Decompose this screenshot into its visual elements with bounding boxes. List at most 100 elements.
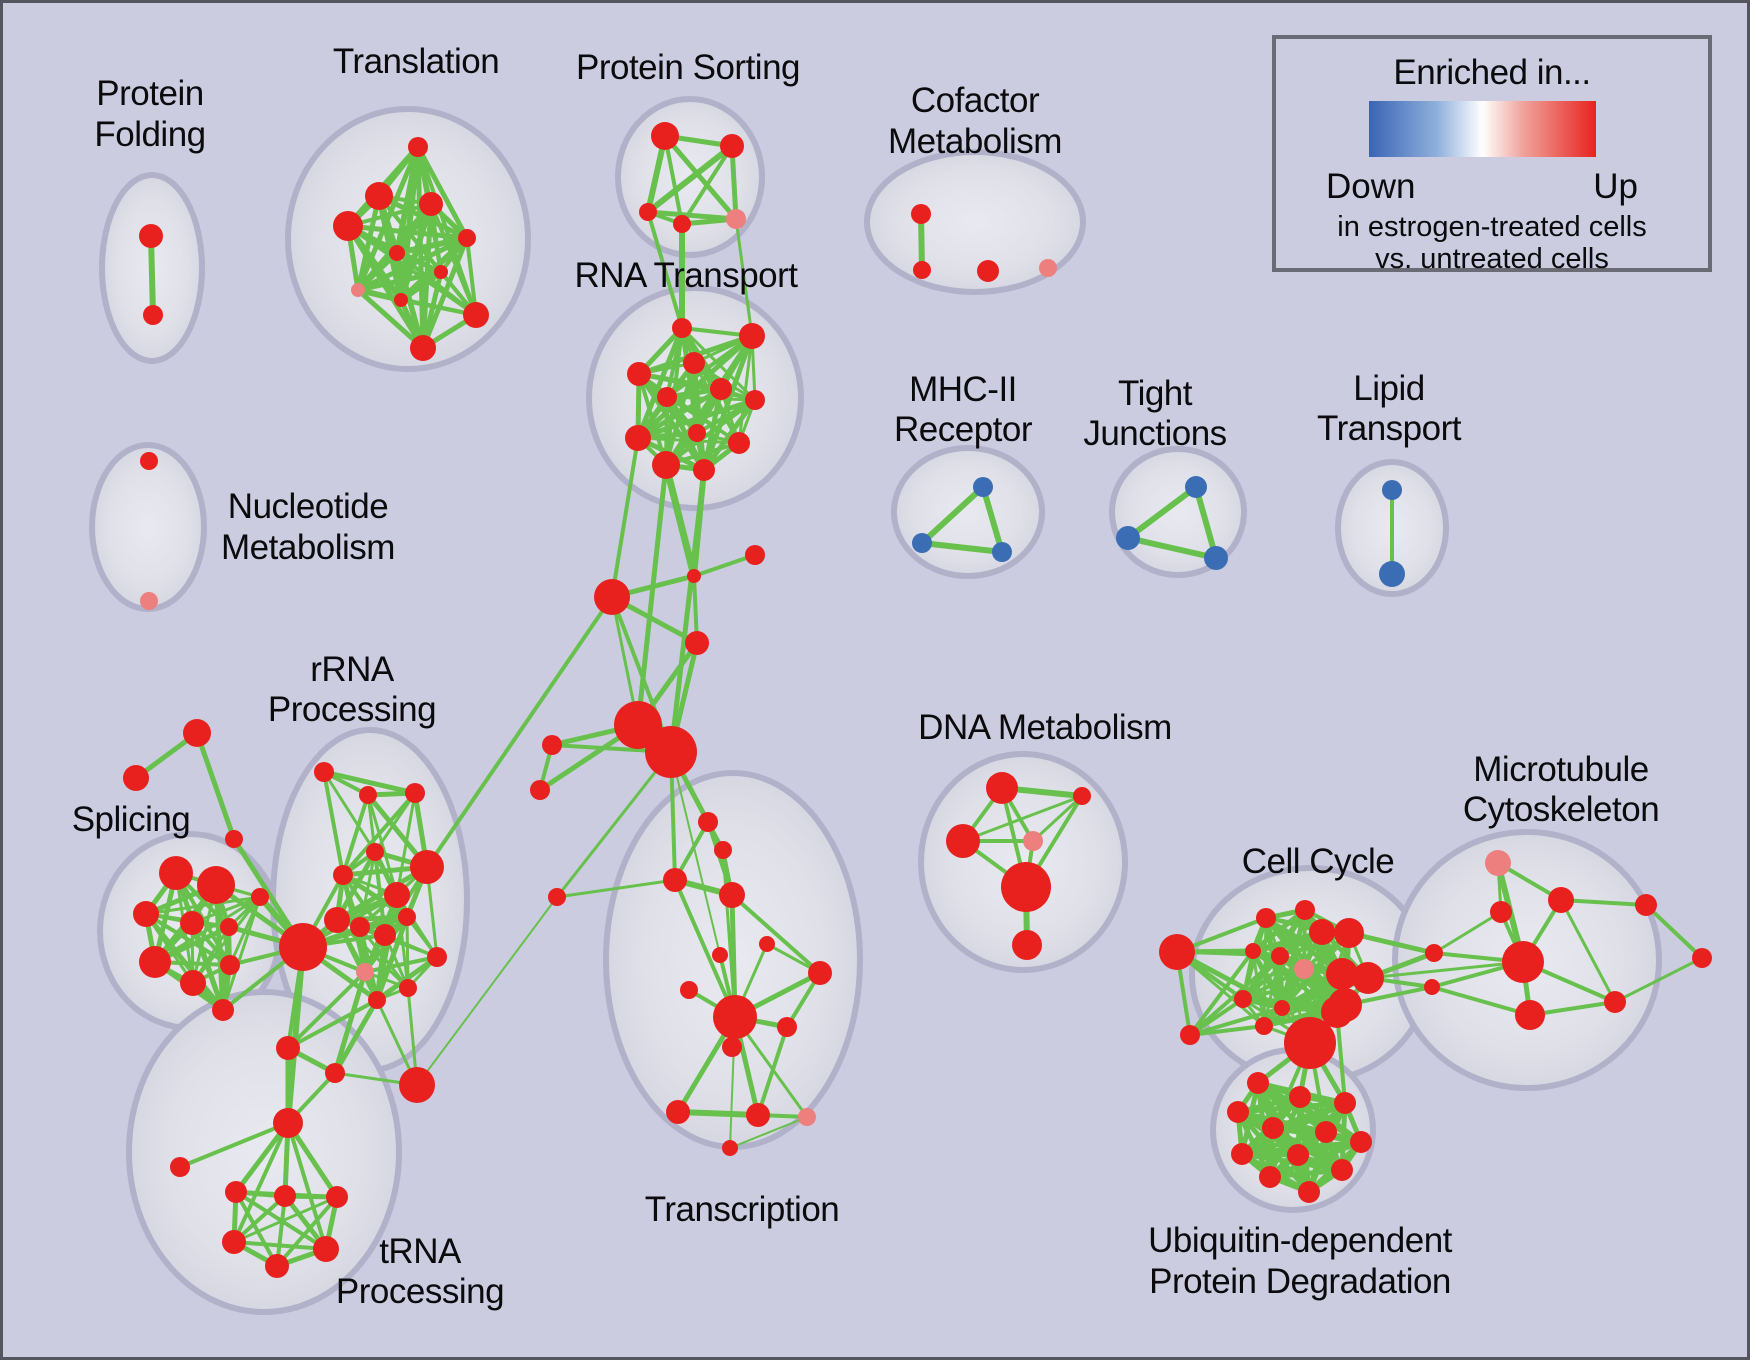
gene-set-node-rna-8 <box>625 425 651 451</box>
gene-set-node-tr-5 <box>389 245 405 261</box>
gene-set-node-spl-8 <box>212 999 234 1021</box>
enrichment-edge <box>1430 985 1532 1017</box>
enrichment-edge <box>1559 898 1648 907</box>
enrichment-edge <box>555 750 673 899</box>
enrichment-edge <box>1613 956 1704 1004</box>
gene-set-node-rna-5 <box>710 378 732 400</box>
gene-set-node-tj-0 <box>1185 476 1207 498</box>
enrichment-edge <box>673 878 737 1019</box>
enrichment-edge <box>919 540 1005 555</box>
gene-set-node-mt-4 <box>1515 1000 1545 1030</box>
enrichment-edge <box>221 895 262 1012</box>
enrichment-edge <box>232 1240 328 1251</box>
enrichment-edge <box>429 202 478 317</box>
gene-set-node-cc-1 <box>1256 908 1276 928</box>
gene-set-node-rna-2 <box>627 362 651 386</box>
enrichment-edge <box>190 895 262 925</box>
gene-set-node-tr-6 <box>434 265 448 279</box>
enrichment-edge <box>398 269 444 303</box>
enrichment-edge <box>345 223 426 351</box>
gene-set-node-pf-1 <box>143 305 163 325</box>
gene-set-node-trn-1 <box>170 1157 190 1177</box>
enrichment-edge <box>415 144 470 241</box>
gene-set-node-tr-8 <box>394 293 408 307</box>
gene-set-node-spl-9 <box>251 888 269 906</box>
legend-up-label: Up <box>1593 167 1638 206</box>
gene-set-node-brg-0 <box>1425 944 1443 962</box>
gene-set-node-ps-4 <box>726 209 746 229</box>
cluster-label-cof: Cofactor Metabolism <box>888 81 1062 161</box>
cluster-label-ub: Ubiquitin-dependent Protein Degradation <box>1148 1221 1453 1301</box>
cluster-label-lip: Lipid Transport <box>1317 369 1462 448</box>
gene-set-node-cc-9 <box>1352 962 1384 994</box>
gene-set-node-nuc-1 <box>140 592 158 610</box>
gene-set-node-txn-2 <box>663 868 687 892</box>
gene-set-node-hub-1 <box>687 569 701 583</box>
gene-set-node-dna-4 <box>1001 862 1051 912</box>
gene-set-node-rrn-18 <box>399 1067 435 1103</box>
gene-set-node-ps-1 <box>720 134 744 158</box>
gene-set-node-rna-7 <box>688 424 706 442</box>
gene-set-node-txn-13 <box>798 1108 816 1126</box>
gene-set-node-rna-3 <box>683 352 705 374</box>
gene-set-node-mt-0 <box>1485 850 1511 876</box>
gene-set-node-cc-10 <box>1234 990 1252 1008</box>
cluster-label-trn: tRNA Processing <box>336 1232 504 1311</box>
gene-set-node-tr-0 <box>408 137 428 157</box>
gene-set-node-mt-7 <box>1692 948 1712 968</box>
gene-set-node-rrn-0 <box>314 762 334 782</box>
gene-set-node-cof-3 <box>1039 259 1057 277</box>
nodes <box>123 122 1712 1278</box>
enrichment-edge <box>374 914 410 1003</box>
gene-set-node-dna-2 <box>946 824 980 858</box>
enrichment-edge <box>635 397 758 441</box>
gene-set-node-lip-1 <box>1379 561 1405 587</box>
gene-set-node-pf-0 <box>139 224 163 248</box>
gene-set-node-trn-5 <box>222 1230 246 1254</box>
enrichment-edge <box>355 250 400 293</box>
enrichment-edge <box>1031 794 1084 843</box>
enrichment-edge <box>232 1121 290 1244</box>
gene-set-node-txn-11 <box>666 1100 690 1124</box>
enrichment-edge <box>355 269 444 293</box>
gene-set-node-tr-9 <box>463 302 489 328</box>
enrichment-edge <box>692 553 757 578</box>
enrichment-edge <box>363 955 439 974</box>
enrichment-edge <box>366 793 399 897</box>
gene-set-node-cc-15 <box>1284 1017 1336 1069</box>
enrichment-edge <box>286 970 367 1050</box>
gene-set-node-tr-10 <box>410 335 436 361</box>
gene-set-node-txn-12 <box>746 1103 770 1127</box>
gene-set-node-rrn-1 <box>359 786 377 804</box>
gene-set-node-sot-0 <box>183 719 211 747</box>
enrichment-edge <box>665 395 757 402</box>
gene-set-node-trn-7 <box>265 1254 289 1278</box>
enrichment-edge <box>321 769 418 796</box>
enrichment-edge <box>646 210 684 330</box>
gene-set-node-spl-3 <box>180 911 204 935</box>
cluster-label-txn: Transcription <box>645 1190 840 1229</box>
enrichment-edge <box>980 484 1005 555</box>
gene-set-node-ub-5 <box>1315 1121 1337 1143</box>
gene-set-node-hub-0 <box>594 579 630 615</box>
cluster-label-dna: DNA Metabolism <box>918 708 1172 747</box>
gene-set-node-mt-3 <box>1502 941 1544 983</box>
gene-set-node-txn-5 <box>712 947 728 963</box>
enrichment-edge <box>675 1109 761 1118</box>
legend-gradient-bar <box>1369 101 1596 157</box>
enrichment-edge <box>178 1121 290 1169</box>
enrichment-edge <box>234 1190 279 1268</box>
gene-set-node-cof-0 <box>911 204 931 224</box>
enrichment-edge <box>355 193 382 293</box>
enrichment-edge <box>662 133 739 222</box>
gene-set-node-cc-8 <box>1326 958 1358 990</box>
cluster-label-rrn: rRNA Processing <box>268 650 436 729</box>
gene-set-node-ub-7 <box>1231 1143 1253 1165</box>
enrichment-edge <box>144 912 232 967</box>
enrichment-edge <box>1559 898 1617 1004</box>
gene-set-node-ub-8 <box>1287 1144 1309 1166</box>
gene-set-node-rna-6 <box>745 390 765 410</box>
gene-set-node-spl-0 <box>159 856 193 890</box>
